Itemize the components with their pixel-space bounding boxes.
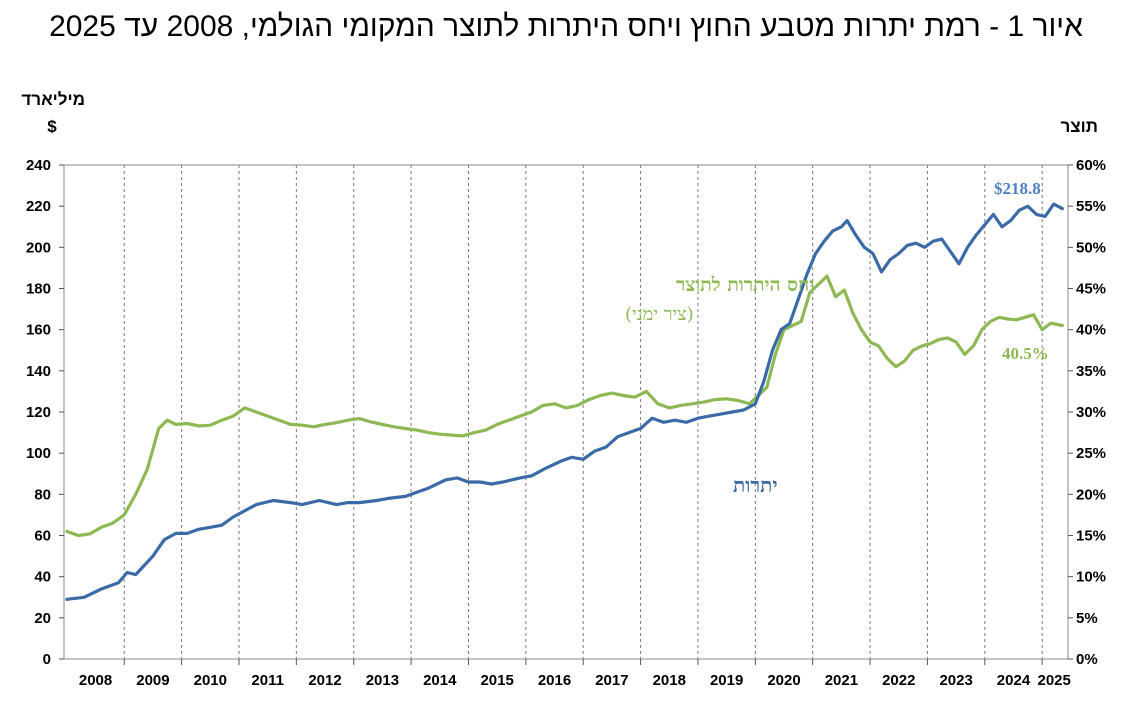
left-tick-label: 140 <box>26 363 51 380</box>
x-tick-label: 2008 <box>79 672 112 689</box>
x-tick-label: 2009 <box>136 672 169 689</box>
x-tick-label: 2014 <box>423 672 457 689</box>
x-tick-label: 2023 <box>939 672 972 689</box>
x-tick-label: 2018 <box>653 672 686 689</box>
ratio-series-sublabel: (ציר ימני) <box>625 304 694 325</box>
series-layer <box>65 202 1064 601</box>
right-tick-label: 55% <box>1076 198 1106 215</box>
right-tick-label: 0% <box>1076 651 1098 668</box>
reserves-last-value-label: $218.8 <box>994 179 1041 198</box>
left-tick-label: 180 <box>26 281 51 298</box>
right-tick-label: 10% <box>1076 569 1106 586</box>
right-tick-label: 5% <box>1076 610 1098 627</box>
left-tick-label: 120 <box>26 404 51 421</box>
x-tick-label: 2019 <box>710 672 743 689</box>
right-tick-label: 40% <box>1076 322 1106 339</box>
x-tick-label: 2020 <box>767 672 800 689</box>
ratio-last-value-label: 40.5% <box>1002 344 1049 363</box>
right-tick-label: 45% <box>1076 281 1106 298</box>
chart-title: איור 1 - רמת יתרות מטבע החוץ ויחס היתרות… <box>49 10 1083 43</box>
x-tick-label: 2011 <box>251 672 284 689</box>
x-tick-label: 2017 <box>595 672 628 689</box>
left-tick-label: 100 <box>26 445 51 462</box>
x-tick-label: 2015 <box>480 672 513 689</box>
left-tick-label: 220 <box>26 198 51 215</box>
right-tick-label: 50% <box>1076 239 1106 256</box>
right-tick-label: 35% <box>1076 363 1106 380</box>
ticks-layer: 0 20 40 60 80 100 120 140 160 180 200 220 240 0% 5% 10%… <box>26 157 1106 689</box>
right-tick-label: 30% <box>1076 404 1106 421</box>
left-tick-label: 20 <box>34 610 51 627</box>
right-tick-label: 15% <box>1076 528 1106 545</box>
reserves-series-label: יתרות <box>733 473 778 497</box>
left-axis-unit: $ <box>47 117 57 136</box>
left-tick-label: 160 <box>26 322 51 339</box>
x-tick-label: 2025 <box>1037 672 1070 689</box>
left-tick-label: 240 <box>26 157 51 174</box>
right-tick-label: 20% <box>1076 486 1106 503</box>
grid-layer <box>123 165 1043 659</box>
left-tick-label: 80 <box>34 486 51 503</box>
x-tick-label: 2022 <box>882 672 915 689</box>
x-tick-label: 2021 <box>825 672 858 689</box>
x-tick-label: 2016 <box>538 672 571 689</box>
left-axis-title: מיליארד <box>21 90 85 109</box>
left-tick-label: 60 <box>34 528 51 545</box>
x-tick-label: 2010 <box>194 672 227 689</box>
right-axis-title: תוצר <box>1061 117 1098 136</box>
axes-layer <box>59 164 1073 665</box>
ratio-series-label: יחס היתרות לתוצר <box>676 274 814 296</box>
left-tick-label: 0 <box>43 651 51 668</box>
reserves-line <box>65 202 1064 601</box>
x-tick-label: 2012 <box>308 672 341 689</box>
ratio-line <box>65 274 1064 538</box>
plot-frame <box>63 164 1069 660</box>
right-tick-label: 60% <box>1076 157 1106 174</box>
right-tick-label: 25% <box>1076 445 1106 462</box>
x-tick-label: 2013 <box>366 672 399 689</box>
left-tick-label: 200 <box>26 239 51 256</box>
x-tick-label: 2024 <box>997 672 1031 689</box>
left-tick-label: 40 <box>34 569 51 586</box>
